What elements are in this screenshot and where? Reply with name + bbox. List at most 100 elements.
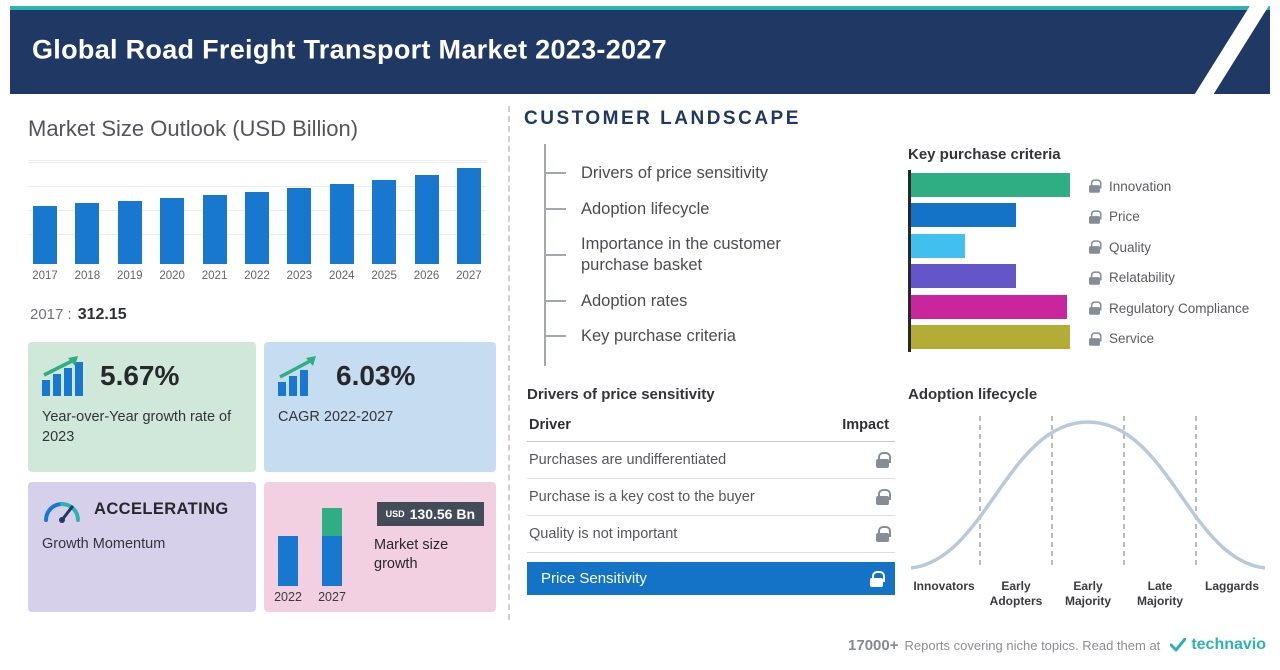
market-bar — [244, 192, 269, 264]
growth-value-badge: USD 130.56 Bn — [376, 502, 484, 526]
vertical-divider — [508, 106, 510, 620]
legend-label: Regulatory Compliance — [1109, 300, 1250, 316]
chart-bars: 2017 2018 2019 2020 2021 2022 2023 2024 2025 2026… — [28, 160, 486, 282]
lock-icon — [876, 452, 891, 468]
mini-year-label: 2022 — [274, 590, 302, 604]
header-banner: Global Road Freight Transport Market 202… — [10, 6, 1270, 94]
legend-label: Price — [1109, 209, 1140, 224]
customer-landscape-item: Key purchase criteria — [546, 326, 814, 347]
growth-mini-chart: 2022 2027 — [274, 504, 346, 604]
market-bar-column: 2027 — [452, 160, 486, 282]
lock-icon — [1088, 270, 1102, 285]
market-bar — [202, 195, 227, 264]
cagr-card: 6.03% CAGR 2022-2027 — [264, 342, 496, 472]
growth-label: Market size growth — [374, 537, 449, 572]
year-label: 2022 — [244, 270, 270, 282]
header-diagonal-decoration — [1178, 6, 1270, 94]
market-bar-column: 2026 — [410, 160, 444, 282]
driver-row: Purchase is a key cost to the buyer — [527, 479, 895, 516]
year-label: 2024 — [328, 270, 355, 282]
market-size-title: Market Size Outlook (USD Billion) — [28, 116, 359, 141]
customer-landscape-item: Drivers of price sensitivity — [546, 163, 814, 184]
lock-icon — [876, 489, 891, 505]
year-label: 2017 — [32, 270, 58, 282]
technavio-logo[interactable]: technavio — [1170, 636, 1266, 654]
driver-label: Quality is not important — [529, 526, 678, 542]
market-bar — [160, 198, 185, 264]
lock-icon — [1088, 209, 1102, 224]
growth-increment-segment — [322, 508, 342, 536]
legend-label: Innovation — [1109, 178, 1172, 194]
legend-label: Quality — [1109, 239, 1152, 255]
momentum-value: ACCELERATING — [94, 500, 229, 518]
criteria-bar — [911, 233, 966, 258]
cagr-label: CAGR 2022-2027 — [278, 409, 394, 425]
market-bar-column: 2019 — [113, 160, 147, 282]
price-sensitivity-highlight-row: Price Sensitivity — [527, 562, 895, 595]
market-bar-column: 2024 — [325, 160, 359, 282]
price-sensitivity-title: Drivers of price sensitivity — [527, 386, 715, 403]
customer-landscape-item-label: Drivers of price sensitivity — [581, 164, 769, 182]
key-purchase-criteria-title: Key purchase criteria — [908, 146, 1061, 163]
customer-landscape-item-label: Adoption lifecycle — [581, 199, 710, 218]
mini-chart-years: 2022 2027 — [274, 590, 346, 604]
adoption-stage-label: Laggards — [1204, 579, 1259, 593]
market-bar — [287, 188, 312, 264]
customer-landscape-list: Drivers of price sensitivity Adoption lif… — [544, 144, 814, 366]
market-bar-column: 2020 — [155, 160, 189, 282]
cagr-value: 6.03% — [336, 360, 416, 391]
legend-item: Quality — [1088, 235, 1249, 259]
adoption-stage-label: Early Adopters — [989, 579, 1043, 608]
yoy-growth-card: 5.67% Year-over-Year growth rate of 2023 — [28, 342, 256, 472]
column-impact: Impact — [842, 417, 889, 433]
lock-icon — [1088, 331, 1102, 346]
legend-label: Service — [1109, 331, 1155, 346]
market-bar-column: 2023 — [282, 160, 316, 282]
badge-currency: USD — [385, 509, 405, 519]
customer-landscape-item-label: Key purchase criteria — [581, 327, 736, 346]
mini-year-label: 2027 — [318, 590, 346, 604]
technavio-wordmark: technavio — [1191, 636, 1266, 653]
market-bar — [372, 180, 397, 264]
market-bar — [456, 168, 481, 264]
driver-row: Quality is not important — [527, 516, 895, 553]
list-connector-tick — [546, 172, 566, 175]
lock-icon — [876, 526, 891, 542]
yoy-growth-label: Year-over-Year growth rate of 2023 — [42, 409, 232, 445]
bar-growth-icon — [42, 356, 83, 396]
customer-landscape-item: Adoption lifecycle — [546, 199, 814, 220]
adoption-stage-label: Early Majority — [1064, 579, 1111, 608]
year-label: 2025 — [371, 270, 397, 282]
momentum-label: Growth Momentum — [42, 536, 166, 552]
year-label: 2023 — [286, 270, 313, 282]
legend-label: Relatability — [1109, 270, 1176, 285]
header-accent-line — [10, 6, 1270, 10]
driver-row: Purchases are undifferentiated — [527, 442, 895, 479]
market-bar-column: 2025 — [367, 160, 401, 282]
highlight-label: Price Sensitivity — [541, 570, 647, 587]
base-year-number: 312.15 — [77, 306, 127, 323]
page-title: Global Road Freight Transport Market 202… — [32, 34, 667, 65]
speedometer-icon — [44, 502, 80, 523]
year-label: 2018 — [74, 270, 101, 282]
price-sensitivity-table: Driver Impact Purchases are undifferenti… — [527, 412, 895, 595]
list-connector-tick — [546, 299, 566, 302]
yoy-growth-value: 5.67% — [100, 360, 180, 391]
customer-landscape-item: Adoption rates — [546, 291, 814, 312]
technavio-mark-icon — [1170, 638, 1187, 652]
legend-item: Service — [1088, 327, 1249, 351]
lock-icon — [870, 570, 885, 587]
mini-bar-2027 — [322, 508, 342, 586]
mini-bar-2022 — [278, 536, 298, 586]
base-year-label: 2017 : — [30, 306, 72, 323]
lock-icon — [1088, 301, 1102, 315]
criteria-bar — [911, 203, 1016, 228]
market-bar — [117, 201, 142, 264]
adoption-stage-label: Innovators — [913, 579, 975, 593]
market-bar-column: 2021 — [198, 160, 232, 282]
stat-cards: 5.67% Year-over-Year growth rate of 2023… — [28, 342, 496, 612]
adoption-stage-labels: Innovators Early Adopters Early Majority La… — [908, 579, 1268, 609]
year-label: 2021 — [201, 270, 228, 282]
criteria-bar — [911, 264, 1016, 289]
